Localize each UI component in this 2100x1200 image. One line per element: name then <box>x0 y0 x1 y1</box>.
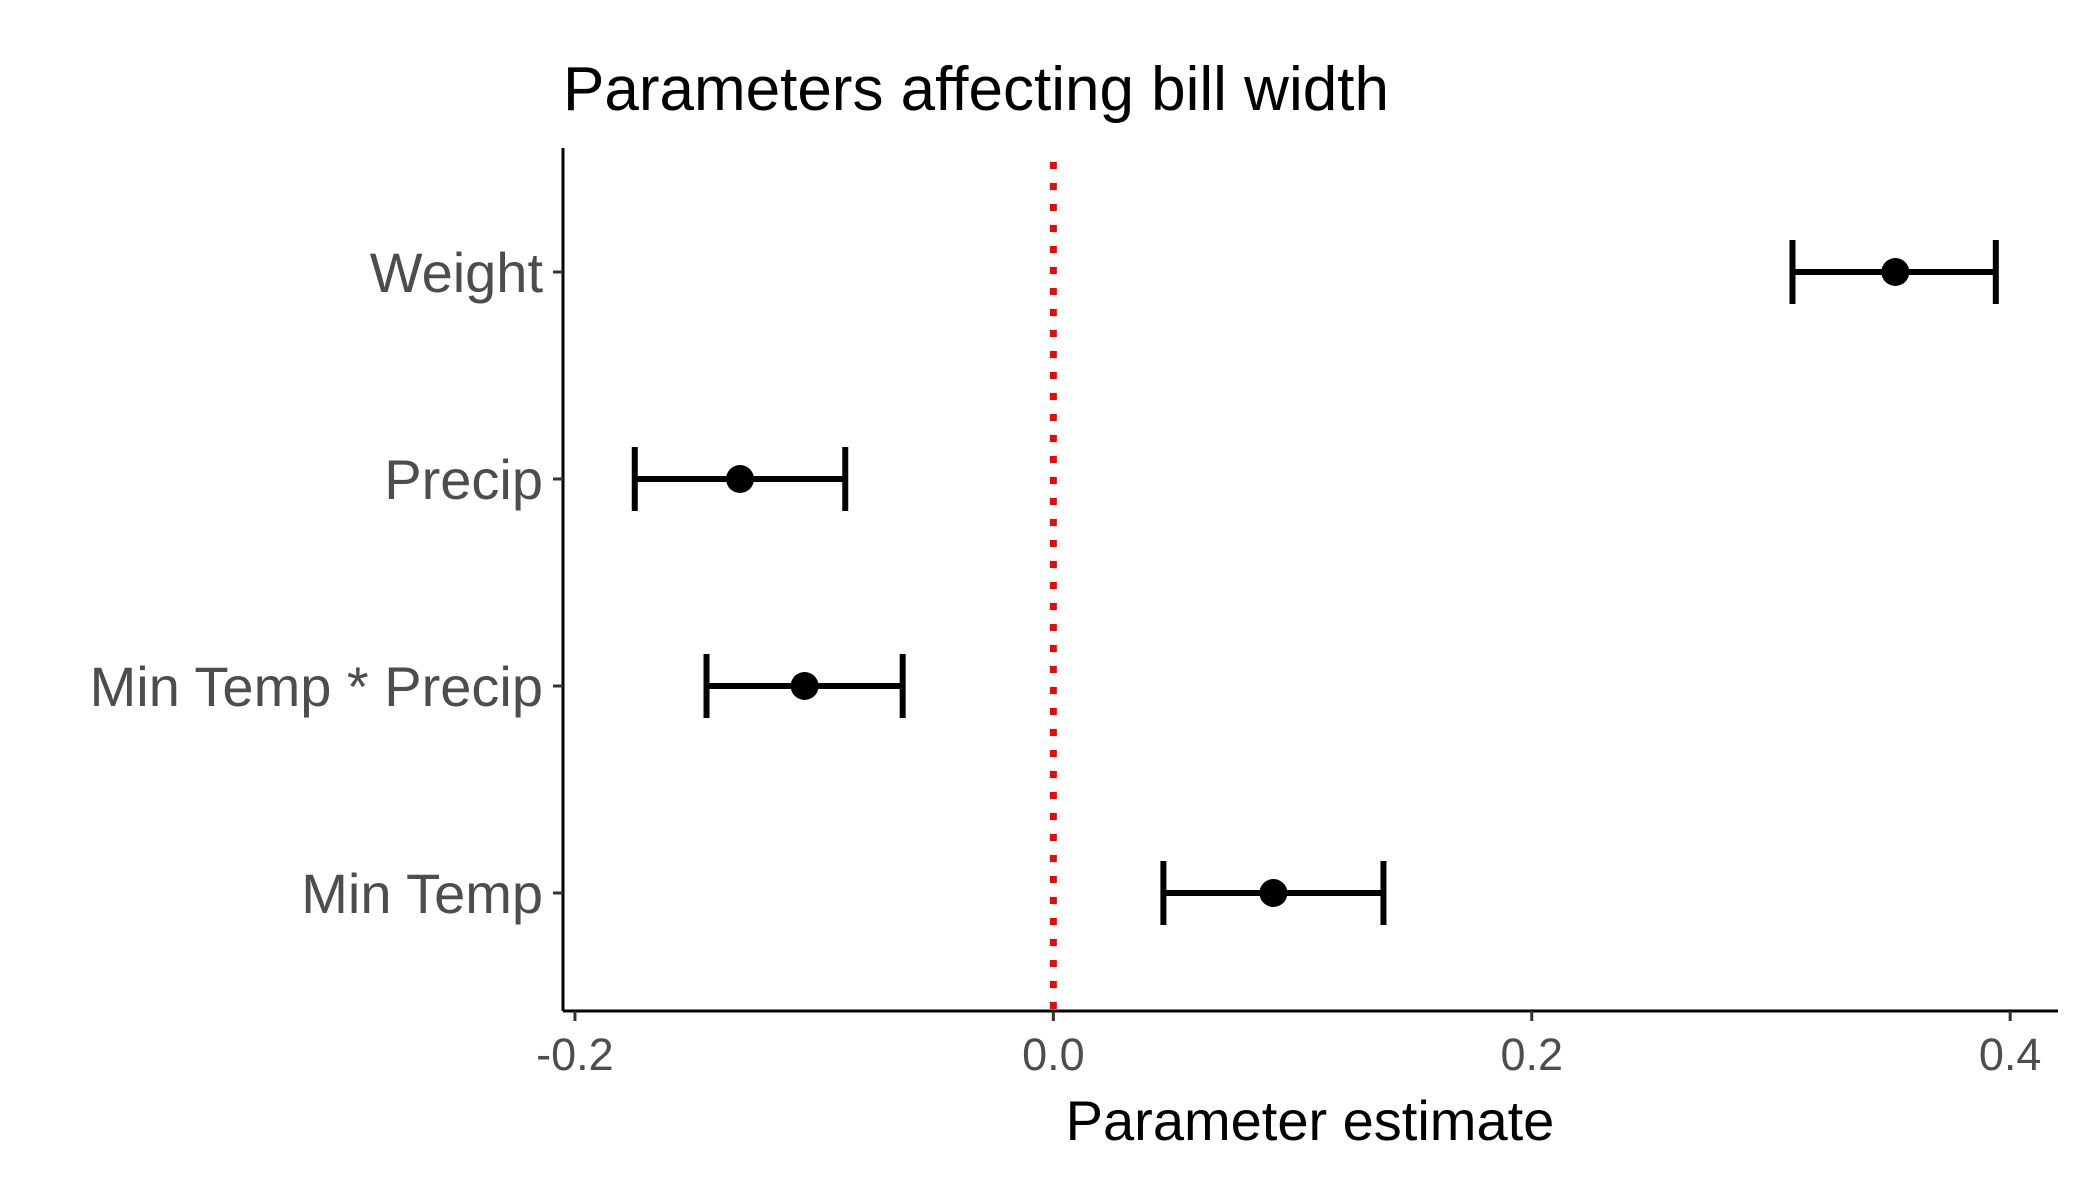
errorbar-2 <box>631 447 849 511</box>
x-axis-title: Parameter estimate <box>1066 1089 1555 1152</box>
x-tick-label: -0.2 <box>536 1029 614 1080</box>
estimate-point <box>726 465 755 493</box>
axis-ticks: Weight Precip Min Temp * Precip Min Temp -0.… <box>90 241 2042 1080</box>
errorbar-4 <box>1160 861 1387 925</box>
y-tick-label: Min Temp <box>301 862 543 925</box>
y-tick-label: Precip <box>384 448 543 511</box>
x-tick-label: 0.0 <box>1022 1029 1085 1080</box>
estimate-point <box>790 672 819 700</box>
estimate-point <box>1259 879 1288 907</box>
chart-title: Parameters affecting bill width <box>563 55 1389 124</box>
plot-area <box>631 162 1999 1011</box>
y-tick-label: Min Temp * Precip <box>90 655 543 718</box>
y-tick-label: Weight <box>370 241 544 304</box>
errorbar-1 <box>1789 240 1999 304</box>
errorbar-3 <box>703 654 906 718</box>
estimate-point <box>1881 258 1910 286</box>
x-tick-label: 0.4 <box>1979 1029 2042 1080</box>
x-tick-label: 0.2 <box>1500 1029 1563 1080</box>
